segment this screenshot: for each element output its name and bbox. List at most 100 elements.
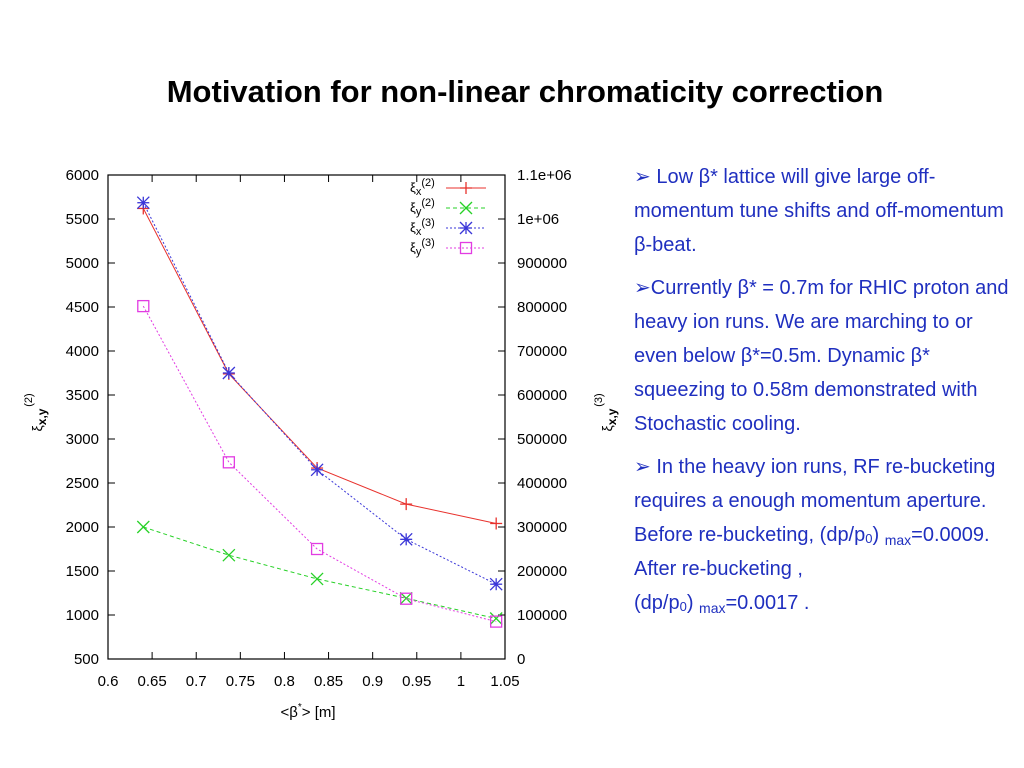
series-line: [142, 208, 497, 524]
data-point: [310, 463, 324, 477]
svg-text:ξx,y: ξx,y: [599, 408, 619, 431]
y-left-tick-label: 5500: [66, 211, 99, 228]
series-line: [142, 305, 497, 623]
y-left-tick-label: 4000: [66, 343, 99, 360]
series-3: [136, 196, 503, 591]
data-point: [310, 572, 324, 586]
bullet-item: ➢ Low β* lattice will give large off-mom…: [634, 166, 1004, 256]
marker-stroke: [222, 366, 236, 380]
arrow-bullet-icon: ➢: [634, 166, 651, 188]
y-left-tick-label: 1500: [66, 563, 99, 580]
legend-label: ξy(3): [410, 237, 435, 258]
y-axis-right-label: ξx,y (3): [593, 393, 619, 431]
y-right-tick-label: 700000: [517, 343, 567, 360]
plot-frame: [107, 174, 506, 660]
marker-stroke: [459, 241, 473, 255]
series-line: [142, 202, 497, 585]
x-tick-label: 0.7: [186, 673, 207, 690]
bullet-list: ➢ Low β* lattice will give large off-mom…: [634, 160, 1019, 629]
y-left-tick-label: 1000: [66, 607, 99, 624]
marker-stroke: [136, 196, 150, 210]
x-tick-label: 0.8: [274, 673, 295, 690]
data-point: [222, 366, 236, 380]
x-axis-label: <β*> [m]: [280, 702, 335, 721]
marker-stroke: [222, 456, 236, 469]
data-point: [222, 548, 236, 562]
bullet-item: ➢ In the heavy ion runs, RF re-bucketing…: [634, 456, 996, 616]
svg-text:(2): (2): [23, 393, 35, 406]
legend-label: ξx(2): [410, 177, 435, 198]
data-point: [490, 517, 503, 530]
svg-text:ξx,y: ξx,y: [29, 408, 49, 431]
marker-stroke: [459, 221, 473, 235]
y-right-tick-label: 300000: [517, 519, 567, 536]
y-left-tick-label: 500: [74, 651, 99, 668]
marker-stroke: [310, 463, 324, 477]
bullet-item: ➢Currently β* = 0.7m for RHIC proton and…: [634, 277, 1009, 435]
data-point: [400, 498, 413, 511]
marker-stroke: [310, 572, 324, 586]
legend-marker: [459, 241, 473, 255]
series-1: [137, 202, 503, 530]
arrow-bullet-icon: ➢: [634, 456, 651, 478]
y-left-tick-label: 6000: [66, 167, 99, 184]
data-point: [136, 196, 150, 210]
y-left-tick-label: 2500: [66, 475, 99, 492]
y-right-tick-label: 100000: [517, 607, 567, 624]
x-tick-label: 0.75: [226, 673, 255, 690]
marker-stroke: [490, 615, 503, 628]
data-point: [399, 591, 413, 605]
marker-stroke: [459, 201, 473, 215]
y-right-tick-label: 1e+06: [517, 211, 559, 228]
data-point: [136, 520, 150, 534]
y-left-tick-label: 3500: [66, 387, 99, 404]
marker-stroke: [137, 299, 150, 313]
x-tick-label: 0.6: [98, 673, 119, 690]
marker-stroke: [310, 542, 324, 556]
legend-marker: [459, 221, 473, 235]
y-right-tick-label: 900000: [517, 255, 567, 272]
legend-entry: ξy(3): [410, 237, 486, 258]
marker-stroke: [399, 532, 413, 546]
y-left-tick-label: 4500: [66, 299, 99, 316]
y-axis-left-label: ξx,y (2): [23, 393, 49, 431]
legend-marker: [460, 182, 472, 194]
data-point: [400, 592, 413, 605]
y-right-tick-label: 0: [517, 651, 525, 668]
y-right-tick-label: 600000: [517, 387, 567, 404]
marker-stroke: [136, 520, 150, 534]
x-tick-label: 1: [457, 673, 465, 690]
data-point: [399, 532, 413, 546]
y-right-tick-label: 200000: [517, 563, 567, 580]
y-left-tick-label: 2000: [66, 519, 99, 536]
legend-entry: ξx(3): [410, 217, 486, 238]
series-2: [136, 520, 503, 625]
x-tick-label: 0.9: [362, 673, 383, 690]
series-line: [143, 526, 497, 619]
series-4: [137, 299, 503, 628]
x-tick-label: 0.65: [138, 673, 167, 690]
legend-marker: [459, 201, 473, 215]
data-point: [489, 612, 503, 625]
legend-entry: ξy(2): [410, 197, 486, 218]
data-point: [490, 615, 503, 628]
y-right-tick-label: 1.1e+06: [517, 167, 572, 184]
marker-stroke: [400, 592, 413, 605]
data-point: [310, 542, 324, 556]
legend-label: ξx(3): [410, 217, 435, 238]
data-point: [222, 456, 236, 469]
marker-stroke: [489, 612, 503, 625]
marker-stroke: [489, 577, 503, 591]
data-point: [137, 299, 150, 313]
marker-stroke: [399, 591, 413, 605]
y-right-tick-label: 800000: [517, 299, 567, 316]
marker-stroke: [222, 548, 236, 562]
arrow-bullet-icon: ➢: [634, 277, 651, 299]
y-right-tick-label: 400000: [517, 475, 567, 492]
chart: 0.6 0.65 0.7 0.75 0.8 0.85 0.9 0.95 1 1.05 6000 550…: [23, 167, 619, 721]
y-left-tick-label: 3000: [66, 431, 99, 448]
data-point: [489, 577, 503, 591]
svg-text:(3): (3): [593, 393, 605, 406]
x-tick-label: 0.95: [402, 673, 431, 690]
slide-title: Motivation for non-linear chromaticity c…: [166, 74, 884, 109]
